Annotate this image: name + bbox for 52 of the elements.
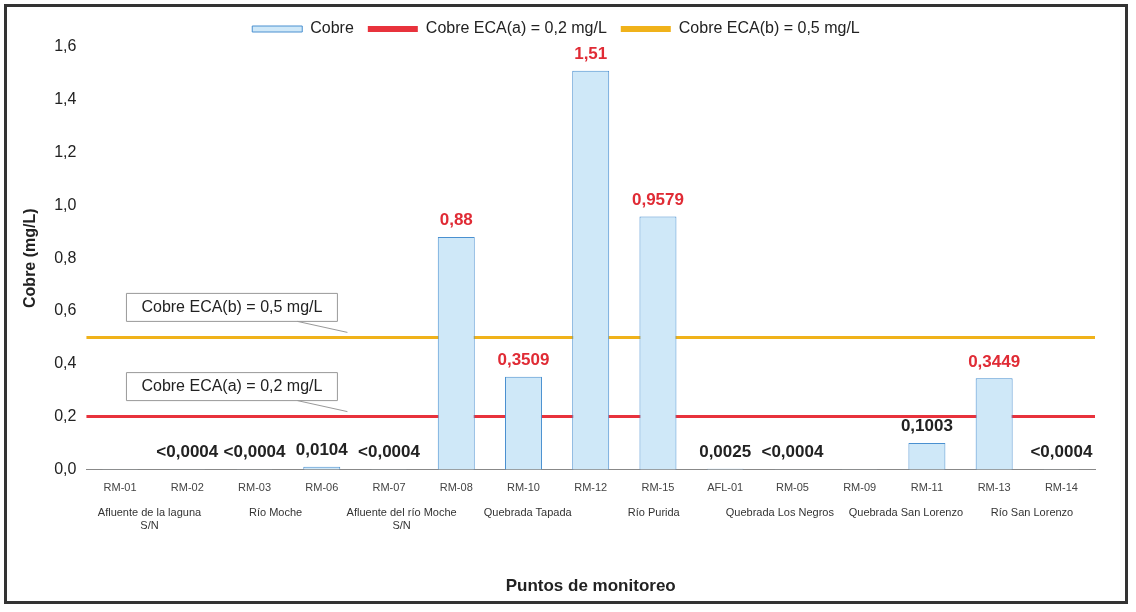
x-tick-label: RM-15 [641,481,675,494]
data-label: 0,88 [439,210,473,230]
y-tick-label: 0,8 [54,248,77,266]
text: Cobre ECA(a) = 0,2 mg/L [141,377,323,395]
data-label: <0,0004 [156,442,219,462]
data-label: 0,0025 [699,441,752,461]
text: Cobre ECA(b) = 0,5 mg/L [141,297,323,315]
data-label: 1,51 [574,43,608,63]
x-tick-label: RM-03 [238,481,272,494]
data-label: <0,0004 [358,442,421,462]
x-tick-label: RM-05 [775,481,809,494]
x-tick-label: RM-06 [305,481,339,494]
x-tick-label: RM-08 [439,481,473,494]
y-tick-label: 1,0 [54,195,77,213]
x-tick-label: RM-10 [506,481,540,494]
x-tick-label: RM-02 [170,481,204,494]
x-tick-label: RM-14 [1044,481,1078,494]
y-tick-label: 0,6 [54,301,77,319]
data-label: <0,0004 [761,442,824,462]
legend-label: Cobre [310,19,354,37]
data-label: 0,0104 [295,439,349,459]
data-label: <0,0004 [223,442,287,462]
y-tick-label: 1,2 [54,143,77,161]
y-tick-label: 0,4 [54,354,77,372]
text: Río Moche [248,505,303,518]
y-tick-label: 0,2 [54,407,77,425]
data-label: 0,1003 [900,416,953,436]
legend-label: Cobre ECA(b) = 0,5 mg/L [678,19,860,37]
text: Quebrada San Lorenzo [848,505,964,518]
text: Quebrada Tapada [483,505,573,518]
x-tick-label: RM-13 [977,481,1011,494]
x-tick-label: RM-07 [372,481,406,494]
data-label: <0,0004 [1030,442,1093,462]
data-label: 0,3449 [968,351,1021,371]
x-tick-label: RM-09 [843,481,877,494]
x-tick-label: AFL-01 [707,481,744,494]
y-tick-label: 1,4 [54,90,77,108]
y-axis-title: Cobre (mg/L) [21,208,39,308]
y-tick-label: 1,6 [54,37,77,55]
y-tick-label: 0,0 [54,459,77,477]
data-label: 0,3509 [497,349,550,369]
text: Río San Lorenzo [990,505,1074,518]
legend-label: Cobre ECA(a) = 0,2 mg/L [425,19,607,37]
x-axis-title: Puntos de monitoreo [505,576,676,596]
text: Afluente de la laguna S/N [97,505,203,531]
x-tick-label: RM-11 [910,481,944,494]
x-tick-label: RM-01 [103,481,137,494]
x-tick-label: RM-12 [574,481,608,494]
data-label: 0,9579 [631,189,684,209]
text: Afluente del río Moche S/N [346,505,457,531]
text: Río Purida [627,505,681,518]
text: Quebrada Los Negros [725,505,835,518]
